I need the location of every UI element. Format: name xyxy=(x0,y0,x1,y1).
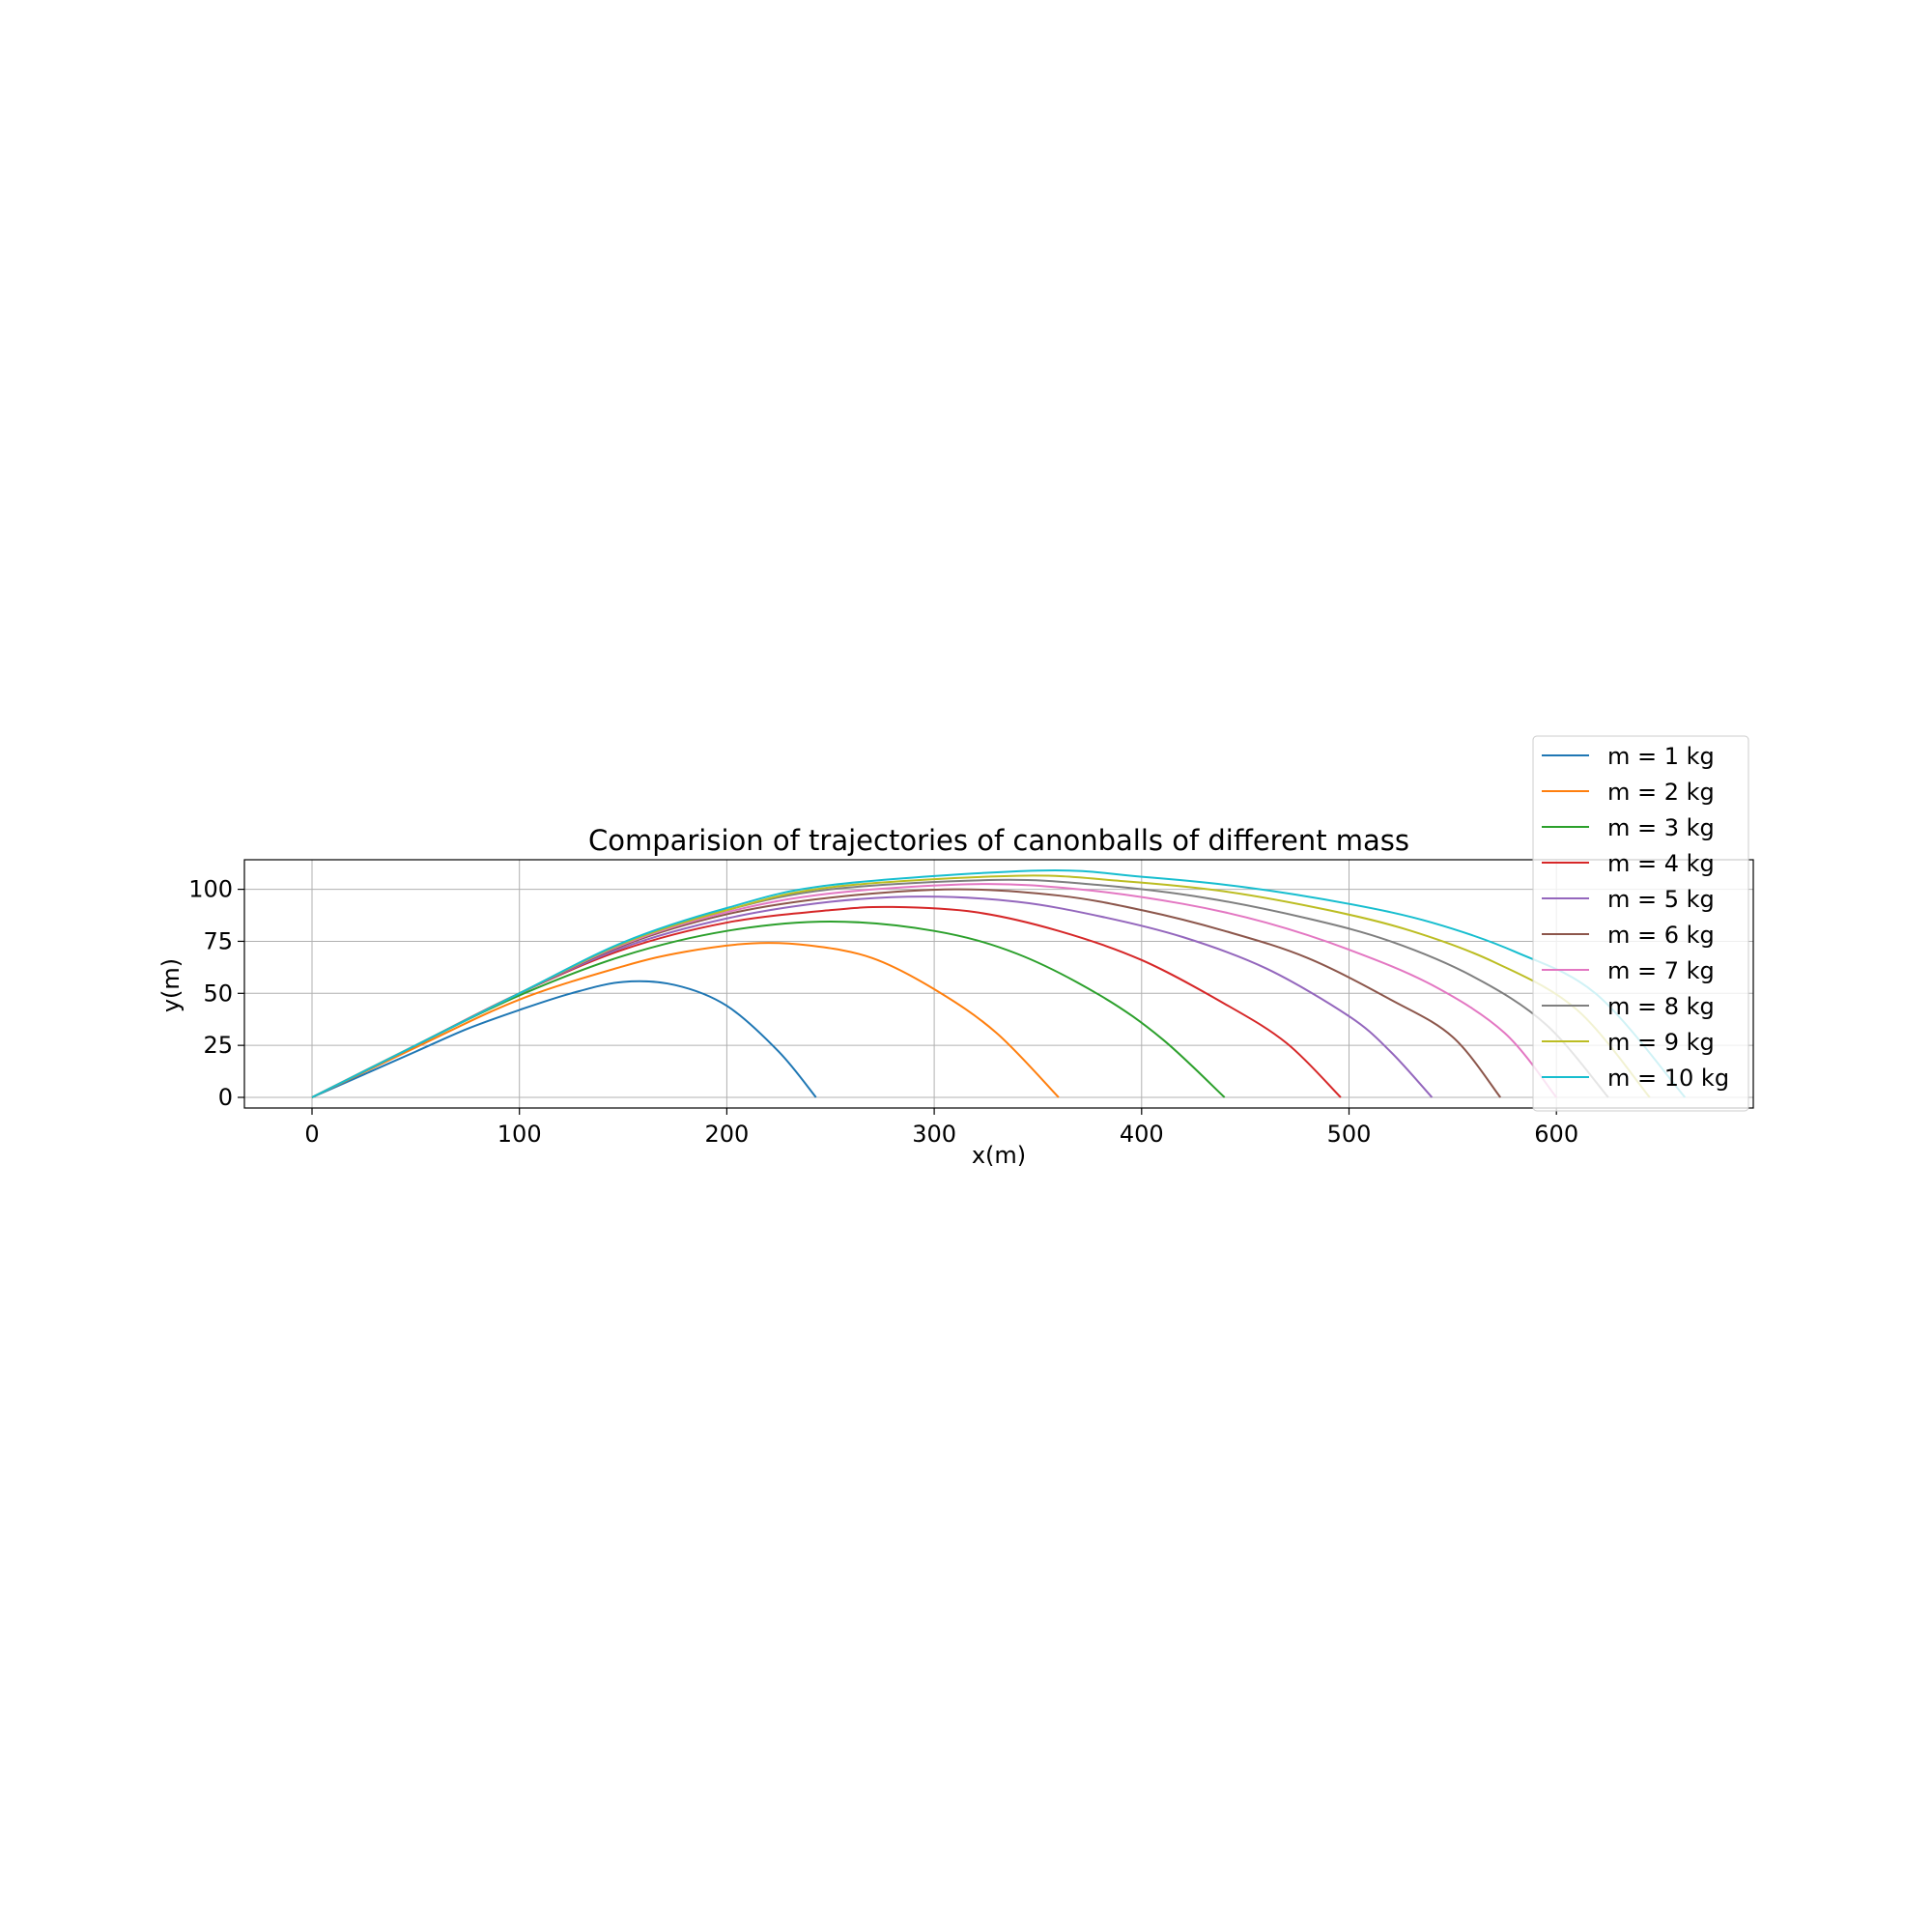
series-line-1 xyxy=(311,980,817,1098)
x-tick-label: 400 xyxy=(1120,1121,1164,1148)
legend-entry-label: m = 1 kg xyxy=(1607,743,1715,770)
y-tick-label: 100 xyxy=(188,876,233,903)
x-tick-label: 0 xyxy=(304,1121,319,1148)
series-line-2 xyxy=(311,942,1060,1098)
x-axis-label: x(m) xyxy=(972,1142,1026,1169)
legend-entry-label: m = 8 kg xyxy=(1607,993,1715,1020)
plot-area-frame xyxy=(243,859,1754,1109)
y-tick-label: 0 xyxy=(218,1084,233,1111)
legend-entry-label: m = 7 kg xyxy=(1607,957,1715,984)
x-tick-label: 300 xyxy=(912,1121,956,1148)
legend-box xyxy=(1532,735,1749,1112)
x-tick-label: 200 xyxy=(704,1121,749,1148)
x-tick-label: 600 xyxy=(1534,1121,1578,1148)
legend-entry-label: m = 5 kg xyxy=(1607,886,1715,913)
legend-entry-label: m = 4 kg xyxy=(1607,850,1715,877)
y-axis-label: y(m) xyxy=(157,958,185,1012)
y-tick-label: 75 xyxy=(203,927,233,954)
series-line-10 xyxy=(311,868,1687,1098)
chart-title: Comparision of trajectories of canonball… xyxy=(588,824,1409,857)
y-tick-label: 50 xyxy=(203,980,233,1007)
legend-entry-label: m = 3 kg xyxy=(1607,814,1715,841)
series-lines xyxy=(311,868,1687,1098)
legend-entry-label: m = 9 kg xyxy=(1607,1029,1715,1056)
legend-entry-label: m = 10 kg xyxy=(1607,1065,1729,1092)
y-tick-label: 25 xyxy=(203,1032,233,1059)
x-tick-label: 100 xyxy=(497,1121,542,1148)
legend: m = 1 kg m = 2 kg m = 3 kg m = 4 kg m = 5 kg… xyxy=(1532,735,1749,1112)
x-tick-label: 500 xyxy=(1327,1121,1372,1148)
legend-entry-label: m = 6 kg xyxy=(1607,922,1715,949)
axis-ticks: 0 100 200 300 400 500 600 0 25 50 75 100 xyxy=(188,876,1578,1148)
legend-entry-label: m = 2 kg xyxy=(1607,779,1715,806)
